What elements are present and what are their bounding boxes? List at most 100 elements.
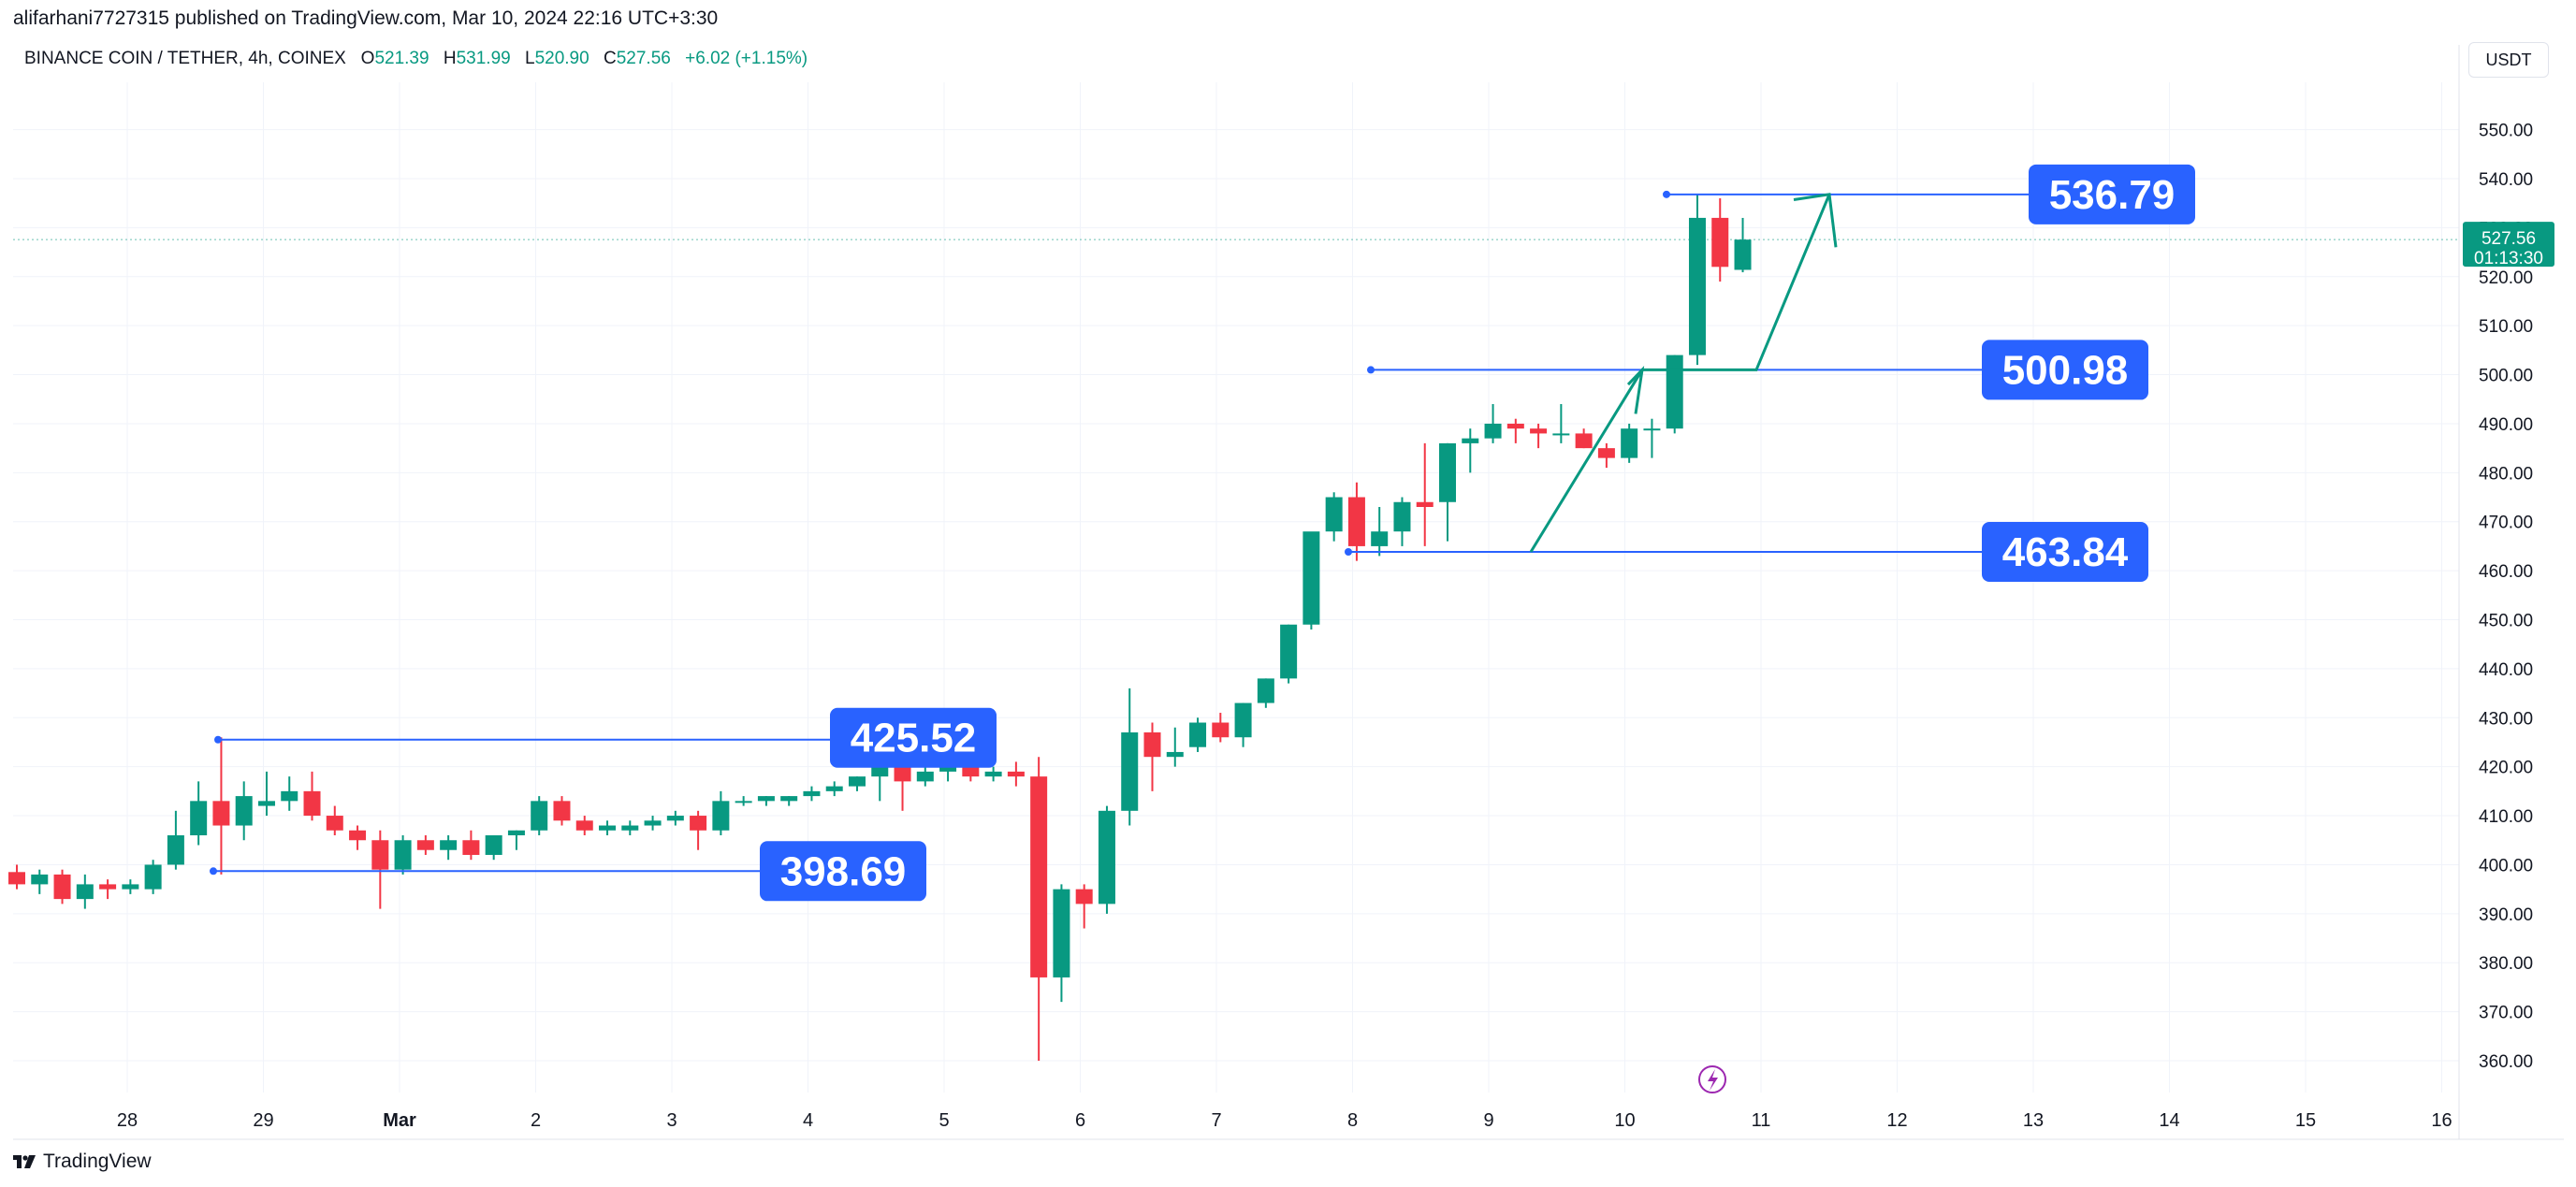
price-tick-label: 550.00 xyxy=(2479,122,2533,141)
price-tick-label: 510.00 xyxy=(2479,317,2533,337)
candle-body xyxy=(303,790,321,817)
candle-body xyxy=(371,840,389,870)
level-label-badge xyxy=(2029,164,2195,224)
candle-body xyxy=(235,796,253,826)
price-tick-label: 390.00 xyxy=(2479,905,2533,925)
candle-body xyxy=(1371,531,1389,546)
time-tick-label: 16 xyxy=(2431,1110,2452,1131)
low-label: L xyxy=(525,49,535,68)
price-tick-label: 380.00 xyxy=(2479,954,2533,974)
candle-body xyxy=(1484,423,1502,439)
level-anchor-dot xyxy=(1663,190,1670,198)
candle-body xyxy=(1234,702,1252,738)
tradingview-brand-label: TradingView xyxy=(43,1151,152,1172)
candle-body xyxy=(349,830,367,841)
price-tick-label: 460.00 xyxy=(2479,562,2533,582)
candle-body xyxy=(1621,428,1638,458)
candle-body xyxy=(690,816,707,831)
candle-body xyxy=(257,801,275,806)
candle-body xyxy=(507,830,525,836)
candle-body xyxy=(53,874,71,900)
level-label-badge xyxy=(760,841,926,902)
candle-body xyxy=(1212,722,1230,738)
candle-body xyxy=(167,835,184,865)
candle-body xyxy=(1552,433,1570,436)
candle-body xyxy=(485,835,502,855)
candle-body xyxy=(122,884,139,890)
candle-body xyxy=(1575,433,1593,449)
candle-body xyxy=(1393,501,1411,532)
candle-body xyxy=(1734,239,1752,270)
last-price-tag xyxy=(2463,222,2554,268)
candle-body xyxy=(462,840,480,855)
price-tick-label: 470.00 xyxy=(2479,514,2533,533)
candle-body xyxy=(76,884,94,900)
time-tick-label: 4 xyxy=(803,1110,813,1131)
candle-body xyxy=(1166,751,1184,758)
candle-body xyxy=(1007,771,1025,777)
time-tick-label: 8 xyxy=(1347,1110,1358,1131)
level-label-badge xyxy=(1982,521,2148,582)
candle-body xyxy=(871,766,889,777)
candle-body xyxy=(1121,731,1139,811)
level-label-badge xyxy=(830,707,997,768)
price-tick-label: 370.00 xyxy=(2479,1004,2533,1023)
time-tick-label: 3 xyxy=(666,1110,677,1131)
price-tick-label: 400.00 xyxy=(2479,856,2533,876)
candle-body xyxy=(1053,889,1070,977)
candle-body xyxy=(712,801,730,831)
open-label: O xyxy=(360,49,375,68)
level-label: 425.52 xyxy=(851,716,977,761)
time-tick-label: 13 xyxy=(2023,1110,2044,1131)
trend-arrow-path xyxy=(1529,194,1831,553)
tradingview-logo-icon xyxy=(13,1155,36,1168)
time-tick-label: 5 xyxy=(939,1110,949,1131)
price-tick-label: 490.00 xyxy=(2479,415,2533,435)
tradingview-logo[interactable]: TradingView xyxy=(13,1151,152,1173)
candle-body xyxy=(99,884,117,890)
time-tick-label: 12 xyxy=(1886,1110,1907,1131)
candle-body xyxy=(1143,731,1161,758)
publisher-line: alifarhani7727315 published on TradingVi… xyxy=(13,7,719,29)
candle-body xyxy=(1666,355,1683,429)
candle-body xyxy=(1506,423,1524,429)
time-tick-label: Mar xyxy=(383,1110,416,1131)
candle-body xyxy=(1462,438,1479,443)
time-tick-label: 2 xyxy=(531,1110,541,1131)
currency-button[interactable]: USDT xyxy=(2468,42,2549,78)
symbol-title: BINANCE COIN / TETHER, 4h, COINEX xyxy=(24,49,346,68)
candle-body xyxy=(848,776,866,787)
candle-body xyxy=(735,801,752,803)
price-tick-label: 410.00 xyxy=(2479,807,2533,827)
price-tick-label: 520.00 xyxy=(2479,268,2533,288)
candle-body xyxy=(757,796,775,802)
candle-body xyxy=(326,816,343,831)
price-tick-label: 480.00 xyxy=(2479,464,2533,484)
candle-body xyxy=(394,840,412,870)
change-value: +6.02 (+1.15%) xyxy=(685,49,808,68)
candle-body xyxy=(621,825,639,831)
arrowhead-2 xyxy=(1793,193,1838,248)
time-tick-label: 29 xyxy=(253,1110,273,1131)
time-tick-label: 7 xyxy=(1211,1110,1221,1131)
level-anchor-dot xyxy=(214,735,222,744)
candle-body xyxy=(1597,448,1615,458)
low-value: 520.90 xyxy=(534,49,589,68)
candle-body xyxy=(31,874,49,885)
last-price-value: 527.56 xyxy=(2481,229,2536,249)
candle-body xyxy=(416,840,434,850)
open-value: 521.39 xyxy=(374,49,429,68)
time-tick-label: 14 xyxy=(2159,1110,2179,1131)
candle-body xyxy=(1030,776,1048,977)
level-label: 536.79 xyxy=(2049,172,2176,218)
price-tick-label: 540.00 xyxy=(2479,170,2533,190)
price-tick-label: 450.00 xyxy=(2479,612,2533,631)
candle-body xyxy=(1303,531,1320,625)
time-tick-label: 11 xyxy=(1752,1110,1771,1131)
candle-body xyxy=(281,790,298,802)
level-label: 398.69 xyxy=(780,848,907,894)
candle-body xyxy=(1075,889,1093,905)
level-label: 463.84 xyxy=(2002,529,2129,575)
level-label-badge xyxy=(1982,340,2148,400)
